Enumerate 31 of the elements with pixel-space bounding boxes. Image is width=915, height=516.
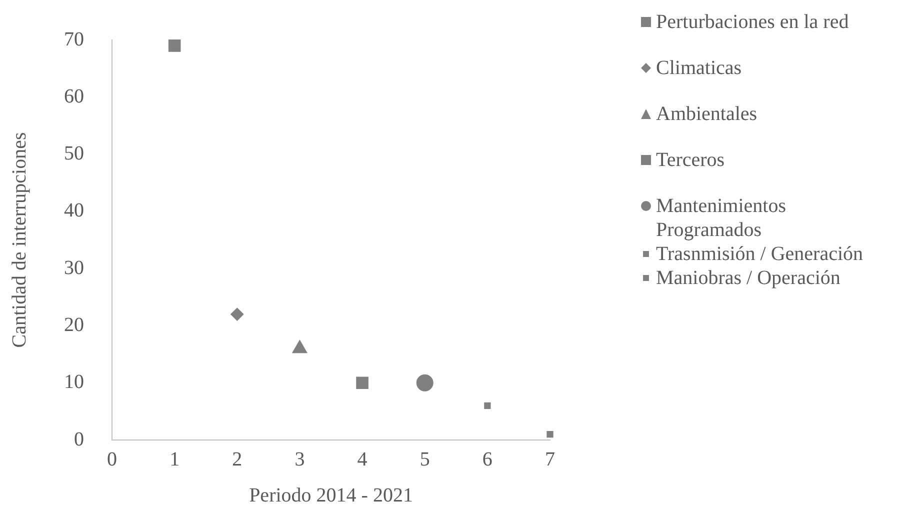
point: [356, 376, 368, 390]
legend-label: Terceros: [656, 148, 725, 172]
y-tick-label: 70: [64, 28, 84, 50]
legend-label: Trasnmisión / Generación: [656, 242, 864, 266]
y-tick-label: 50: [64, 142, 84, 165]
x-tick-label: 5: [420, 448, 430, 470]
y-tick-label: 30: [64, 256, 84, 279]
legend-label: Ambientales: [656, 102, 758, 126]
x-tick-label: 0: [107, 448, 117, 470]
y-tick-label: 0: [74, 428, 84, 450]
legend-label: Perturbaciones en la red: [656, 10, 849, 34]
legend-label: Climaticas: [656, 56, 742, 80]
x-axis-title: Periodo 2014 - 2021: [249, 484, 413, 506]
point: [546, 430, 554, 438]
point: [484, 402, 491, 410]
x-tick-label: 3: [294, 448, 305, 470]
point: [168, 40, 181, 52]
x-tick-label: 1: [170, 448, 180, 470]
x-tick-label: 2: [232, 448, 242, 470]
legend-label: Mantenimientos Programados: [656, 194, 787, 242]
x-tick-label: 4: [357, 448, 368, 470]
y-axis-title: Cantidad de interrupciones: [8, 132, 30, 348]
x-tick-label: 7: [545, 448, 555, 470]
y-tick-label: 20: [64, 314, 84, 336]
legend-label: Maniobras / Operación: [656, 266, 840, 290]
x-tick-label: 6: [482, 448, 492, 470]
point: [416, 374, 434, 392]
y-tick-label: 10: [64, 371, 84, 394]
point: [230, 308, 244, 321]
y-tick-label: 40: [64, 200, 84, 222]
y-tick-label: 60: [64, 85, 84, 108]
